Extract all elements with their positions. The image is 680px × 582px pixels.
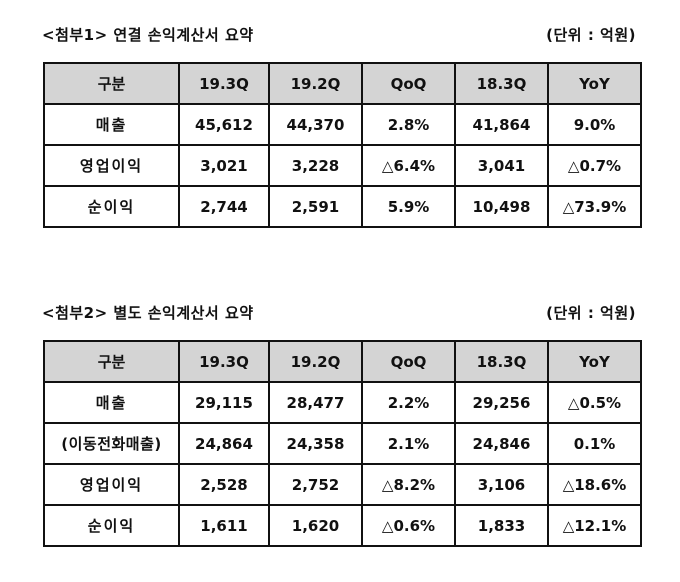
cell: 3,041 xyxy=(454,144,549,187)
row-label: 영업이익 xyxy=(43,144,180,187)
cell: △6.4% xyxy=(361,144,456,187)
table-row: 순이익 1,611 1,620 △0.6% 1,833 △12.1% xyxy=(43,504,642,547)
cell: 24,846 xyxy=(454,422,549,465)
cell: △73.9% xyxy=(547,185,642,228)
row-label: 영업이익 xyxy=(43,463,180,506)
header-yoy: YoY xyxy=(547,62,642,105)
header-19-2q: 19.2Q xyxy=(268,340,363,383)
table-row: 매출 45,612 44,370 2.8% 41,864 9.0% xyxy=(43,103,642,146)
header-18-3q: 18.3Q xyxy=(454,62,549,105)
table-row: (이동전화매출) 24,864 24,358 2.1% 24,846 0.1% xyxy=(43,422,642,465)
cell: △0.7% xyxy=(547,144,642,187)
header-category: 구분 xyxy=(43,62,180,105)
section-1-unit: (단위 : 억원) xyxy=(546,26,636,44)
cell: 24,864 xyxy=(178,422,270,465)
cell: 45,612 xyxy=(178,103,270,146)
cell: 29,115 xyxy=(178,381,270,424)
cell: 1,833 xyxy=(454,504,549,547)
header-19-2q: 19.2Q xyxy=(268,62,363,105)
section-2-unit: (단위 : 억원) xyxy=(546,304,636,322)
table-row: 매출 29,115 28,477 2.2% 29,256 △0.5% xyxy=(43,381,642,424)
table-row: 영업이익 2,528 2,752 △8.2% 3,106 △18.6% xyxy=(43,463,642,506)
cell: 0.1% xyxy=(547,422,642,465)
cell: 2.1% xyxy=(361,422,456,465)
separate-income-table: 구분 19.3Q 19.2Q QoQ 18.3Q YoY 매출 29,115 2… xyxy=(43,340,642,547)
section-2-title: <첨부2> 별도 손익계산서 요약 xyxy=(42,304,254,322)
cell: 41,864 xyxy=(454,103,549,146)
header-18-3q: 18.3Q xyxy=(454,340,549,383)
cell: 2,591 xyxy=(268,185,363,228)
cell: 1,620 xyxy=(268,504,363,547)
row-label: 순이익 xyxy=(43,185,180,228)
row-label: 매출 xyxy=(43,381,180,424)
cell: 2.8% xyxy=(361,103,456,146)
cell: △0.5% xyxy=(547,381,642,424)
header-qoq: QoQ xyxy=(361,340,456,383)
table-header-row: 구분 19.3Q 19.2Q QoQ 18.3Q YoY xyxy=(43,62,642,105)
cell: 2,528 xyxy=(178,463,270,506)
cell: 3,021 xyxy=(178,144,270,187)
cell: 10,498 xyxy=(454,185,549,228)
cell: 24,358 xyxy=(268,422,363,465)
header-qoq: QoQ xyxy=(361,62,456,105)
cell: △12.1% xyxy=(547,504,642,547)
cell: 29,256 xyxy=(454,381,549,424)
header-19-3q: 19.3Q xyxy=(178,340,270,383)
cell: 2,752 xyxy=(268,463,363,506)
row-label: (이동전화매출) xyxy=(43,422,180,465)
cell: 28,477 xyxy=(268,381,363,424)
cell: 5.9% xyxy=(361,185,456,228)
table-row: 순이익 2,744 2,591 5.9% 10,498 △73.9% xyxy=(43,185,642,228)
table-row: 영업이익 3,021 3,228 △6.4% 3,041 △0.7% xyxy=(43,144,642,187)
cell: △0.6% xyxy=(361,504,456,547)
header-19-3q: 19.3Q xyxy=(178,62,270,105)
cell: 44,370 xyxy=(268,103,363,146)
consolidated-income-table: 구분 19.3Q 19.2Q QoQ 18.3Q YoY 매출 45,612 4… xyxy=(43,62,642,228)
row-label: 매출 xyxy=(43,103,180,146)
cell: 3,106 xyxy=(454,463,549,506)
section-1-title: <첨부1> 연결 손익계산서 요약 xyxy=(42,26,254,44)
cell: 1,611 xyxy=(178,504,270,547)
cell: 9.0% xyxy=(547,103,642,146)
cell: 3,228 xyxy=(268,144,363,187)
cell: 2,744 xyxy=(178,185,270,228)
cell: △18.6% xyxy=(547,463,642,506)
cell: 2.2% xyxy=(361,381,456,424)
table-header-row: 구분 19.3Q 19.2Q QoQ 18.3Q YoY xyxy=(43,340,642,383)
row-label: 순이익 xyxy=(43,504,180,547)
header-category: 구분 xyxy=(43,340,180,383)
header-yoy: YoY xyxy=(547,340,642,383)
cell: △8.2% xyxy=(361,463,456,506)
